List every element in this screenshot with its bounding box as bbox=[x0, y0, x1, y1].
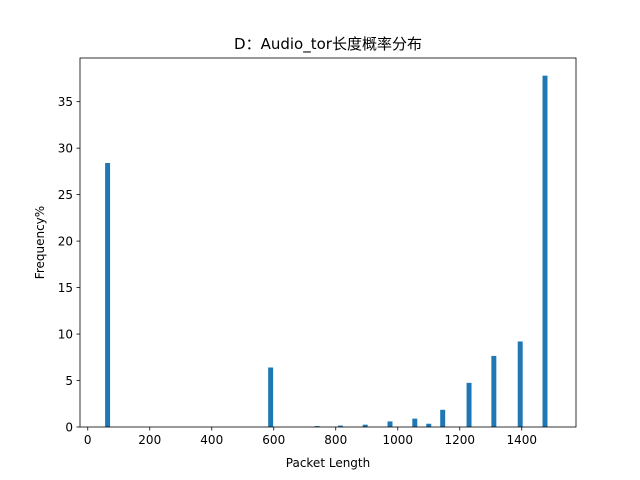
x-axis-label: Packet Length bbox=[286, 456, 370, 470]
y-axis-label: Frequency% bbox=[33, 206, 47, 279]
plot-frame bbox=[79, 57, 577, 428]
bar-1230 bbox=[466, 382, 472, 427]
y-tick-label: 0 bbox=[65, 421, 73, 435]
bar-590 bbox=[268, 367, 274, 427]
y-tick-label: 5 bbox=[65, 374, 73, 388]
y-tick-label: 10 bbox=[58, 328, 73, 342]
x-tick-label: 800 bbox=[324, 433, 347, 447]
bar-1395 bbox=[517, 341, 523, 427]
x-tick-label: 1400 bbox=[506, 433, 537, 447]
y-tick-label: 15 bbox=[58, 281, 73, 295]
bar-1475 bbox=[542, 75, 548, 427]
y-tick-label: 25 bbox=[58, 188, 73, 202]
bar-64 bbox=[105, 163, 111, 427]
x-tick-label: 400 bbox=[200, 433, 223, 447]
x-tick-label: 200 bbox=[138, 433, 161, 447]
bar-1145 bbox=[440, 409, 446, 427]
x-axis-ticks: 0 200 400 600 800 1000 1200 1400 bbox=[84, 427, 537, 447]
bar-1100 bbox=[426, 423, 432, 427]
bars-group bbox=[105, 75, 548, 427]
x-tick-label: 0 bbox=[84, 433, 92, 447]
y-tick-label: 30 bbox=[58, 142, 73, 156]
y-tick-label: 35 bbox=[58, 95, 73, 109]
y-axis-ticks: 0 5 10 15 20 25 30 35 bbox=[58, 95, 80, 435]
chart-title: D：Audio_tor长度概率分布 bbox=[234, 35, 422, 54]
bar-815 bbox=[337, 425, 343, 427]
bar-740 bbox=[314, 426, 320, 427]
y-tick-label: 20 bbox=[58, 235, 73, 249]
bar-1310 bbox=[491, 355, 497, 427]
bar-895 bbox=[362, 424, 368, 427]
x-tick-label: 600 bbox=[262, 433, 285, 447]
bar-1055 bbox=[412, 418, 418, 427]
bar-975 bbox=[387, 421, 393, 427]
x-tick-label: 1200 bbox=[444, 433, 475, 447]
x-tick-label: 1000 bbox=[382, 433, 413, 447]
